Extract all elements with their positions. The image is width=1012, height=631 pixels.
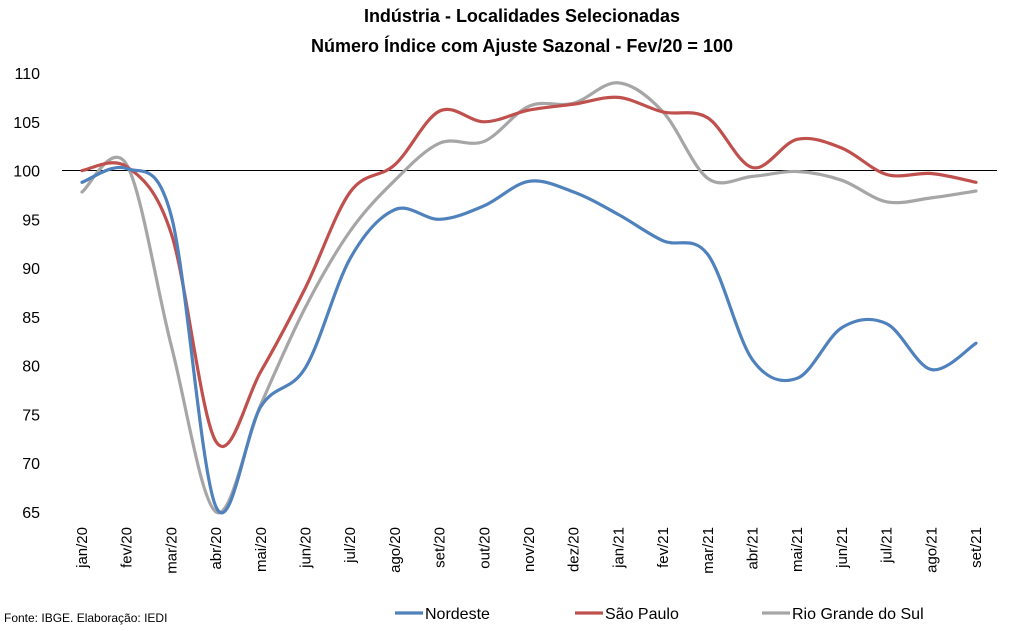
- y-tick-label: 100: [13, 164, 40, 181]
- x-tick-label: mai/20: [253, 527, 270, 572]
- x-tick-label: fev/21: [655, 527, 672, 568]
- x-tick-label: out/20: [476, 527, 493, 569]
- series-line-sao-paulo: [80, 95, 978, 448]
- x-tick-label: jan/20: [74, 527, 91, 569]
- series-line-rio-grande-do-sul: [80, 81, 978, 515]
- x-tick-label: abr/20: [208, 527, 225, 570]
- y-tick-label: 85: [22, 310, 40, 327]
- x-tick-label: jun/21: [834, 527, 851, 569]
- series-line-nordeste: [80, 165, 978, 515]
- x-tick-label: abr/21: [745, 527, 762, 570]
- x-tick-label: set/20: [432, 527, 449, 568]
- legend-label: Rio Grande do Sul: [792, 606, 924, 623]
- x-tick-label: ago/20: [387, 527, 404, 573]
- x-tick-label: jun/20: [298, 527, 315, 569]
- x-tick-label: mai/21: [789, 527, 806, 572]
- chart-subtitle: Número Índice com Ajuste Sazonal - Fev/2…: [311, 35, 733, 56]
- x-tick-label: set/21: [968, 527, 985, 568]
- x-tick-label: nov/20: [521, 527, 538, 572]
- y-tick-label: 70: [22, 456, 40, 473]
- y-axis: 65 70 75 80 85 90 95 100 105 110: [13, 66, 40, 522]
- legend-label: São Paulo: [605, 606, 679, 623]
- x-axis: jan/20 fev/20 mar/20 abr/20 mai/20 jun/20 jul/…: [74, 527, 985, 574]
- y-tick-label: 95: [22, 212, 40, 229]
- legend: Nordeste São Paulo Rio Grande do Sul: [395, 606, 924, 623]
- x-tick-label: dez/20: [566, 527, 583, 572]
- legend-label: Nordeste: [425, 606, 490, 623]
- y-tick-label: 90: [22, 261, 40, 278]
- x-tick-label: jan/21: [610, 527, 627, 569]
- y-tick-label: 105: [13, 115, 40, 132]
- y-tick-label: 80: [22, 359, 40, 376]
- x-tick-label: mar/20: [163, 527, 180, 574]
- chart-title: Indústria - Localidades Selecionadas: [364, 6, 680, 26]
- x-tick-label: mar/21: [700, 527, 717, 574]
- y-tick-label: 65: [22, 505, 40, 522]
- x-tick-label: jul/21: [879, 527, 896, 564]
- x-tick-label: jul/20: [342, 527, 359, 564]
- y-tick-label: 75: [22, 407, 40, 424]
- source-note: Fonte: IBGE. Elaboração: IEDI: [4, 611, 168, 625]
- y-tick-label: 110: [14, 66, 40, 83]
- series-group: [80, 81, 978, 515]
- x-tick-label: ago/21: [923, 527, 940, 573]
- x-tick-label: fev/20: [119, 527, 136, 568]
